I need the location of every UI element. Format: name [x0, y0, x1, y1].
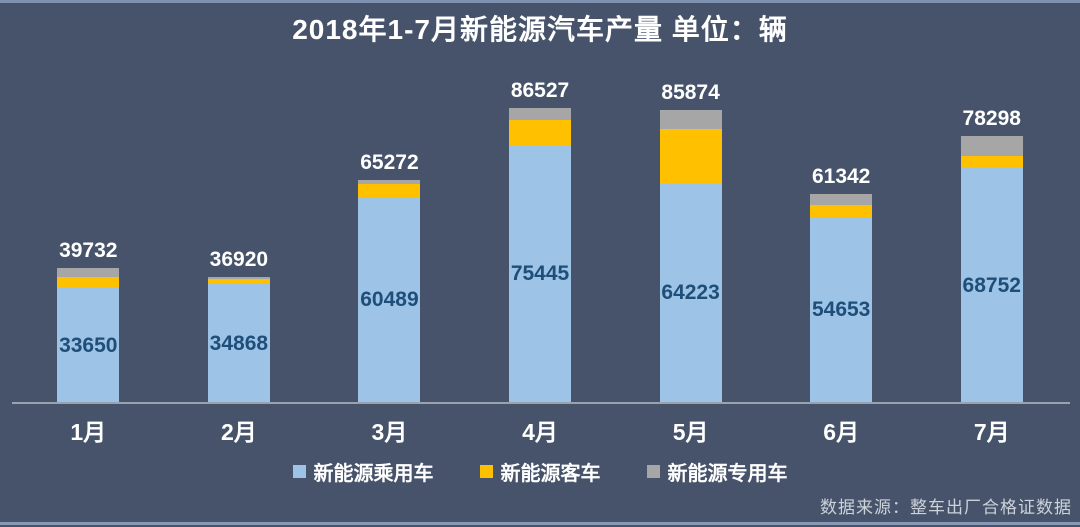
segment-special — [57, 267, 120, 278]
segment-bus — [509, 120, 572, 146]
stacked-bar: 34868 — [207, 277, 270, 403]
segment-passenger: 34868 — [207, 284, 270, 403]
x-axis-tick-label: 5月 — [672, 419, 709, 445]
segment-passenger: 54653 — [810, 216, 873, 403]
bar-column-2月: 36920 34868 — [164, 0, 315, 403]
passenger-value-label: 54653 — [811, 297, 871, 321]
segment-special — [207, 277, 270, 279]
segment-bus — [659, 129, 722, 184]
segment-bus — [960, 156, 1023, 169]
total-value-label: 85874 — [661, 80, 720, 104]
passenger-value-label: 75445 — [510, 262, 570, 286]
segment-bus — [207, 278, 270, 284]
total-value-label: 39732 — [59, 238, 118, 262]
total-value-label: 65272 — [360, 151, 419, 175]
stacked-bar: 75445 — [509, 107, 572, 403]
legend-swatch-icon — [479, 465, 493, 478]
stacked-bar: 54653 — [810, 193, 873, 403]
segment-special — [960, 135, 1023, 157]
x-axis-tick-label: 1月 — [70, 419, 107, 445]
passenger-value-label: 68752 — [962, 273, 1021, 297]
plot-area: 39732 33650 36920 34868 65272 60489 86527 75445… — [13, 0, 1067, 403]
bar-column-6月: 61342 54653 — [766, 0, 917, 403]
x-axis-line — [12, 402, 1070, 404]
x-axis-tick-label: 4月 — [522, 419, 558, 445]
segment-bus — [57, 277, 120, 289]
x-axis-tick-label: 6月 — [823, 419, 860, 445]
total-value-label: 36920 — [209, 248, 269, 272]
chart-title: 2018年1-7月新能源汽车产量 单位：辆 — [292, 14, 788, 45]
segment-passenger: 64223 — [659, 183, 722, 403]
legend-label: 新能源乘用车 — [313, 463, 434, 485]
stacked-bar: 60489 — [358, 180, 421, 403]
x-axis-labels: 1月 2月 3月 4月 5月 6月 7月 — [13, 413, 1067, 447]
segment-passenger: 60489 — [358, 196, 421, 403]
bar-column-3月: 65272 60489 — [314, 0, 465, 403]
bar-column-5月: 85874 64223 — [615, 0, 766, 403]
segment-passenger: 68752 — [960, 168, 1023, 403]
stacked-bar: 68752 — [960, 135, 1023, 403]
x-axis-tick-label: 2月 — [220, 419, 257, 445]
total-value-label: 61342 — [811, 164, 871, 188]
segment-special — [358, 180, 421, 185]
legend-item: 新能源客车 — [479, 457, 601, 486]
segment-special — [659, 109, 722, 130]
top-border-line — [0, 0, 1080, 3]
passenger-value-label: 60489 — [360, 287, 419, 311]
bar-column-1月: 39732 33650 — [13, 0, 164, 403]
segment-bus — [358, 184, 421, 197]
segment-passenger: 33650 — [57, 288, 120, 403]
x-axis-tick-label: 7月 — [973, 419, 1010, 445]
stacked-bar: 33650 — [57, 267, 120, 403]
bar-column-7月: 78298 68752 — [916, 0, 1067, 403]
segment-bus — [810, 204, 873, 217]
segment-special — [810, 193, 873, 205]
passenger-value-label: 64223 — [661, 281, 720, 305]
legend-label: 新能源客车 — [500, 463, 601, 485]
segment-passenger: 75445 — [509, 145, 572, 403]
legend-swatch-icon — [646, 465, 660, 478]
stacked-bar: 64223 — [659, 109, 722, 403]
passenger-value-label: 33650 — [59, 333, 118, 357]
x-axis-tick-label: 3月 — [371, 419, 408, 445]
legend-swatch-icon — [292, 465, 306, 478]
legend: 新能源乘用车 新能源客车 新能源专用车 — [0, 457, 1080, 486]
bottom-border-line — [0, 522, 1080, 525]
legend-item: 新能源乘用车 — [292, 457, 434, 486]
legend-label: 新能源专用车 — [667, 463, 788, 485]
data-source-note: 数据来源：整车出厂合格证数据 — [820, 498, 1072, 517]
total-value-label: 86527 — [510, 78, 570, 102]
bar-column-4月: 86527 75445 — [465, 0, 616, 403]
total-value-label: 78298 — [962, 106, 1021, 130]
passenger-value-label: 34868 — [209, 331, 269, 355]
segment-special — [509, 107, 572, 120]
legend-item: 新能源专用车 — [646, 457, 788, 486]
